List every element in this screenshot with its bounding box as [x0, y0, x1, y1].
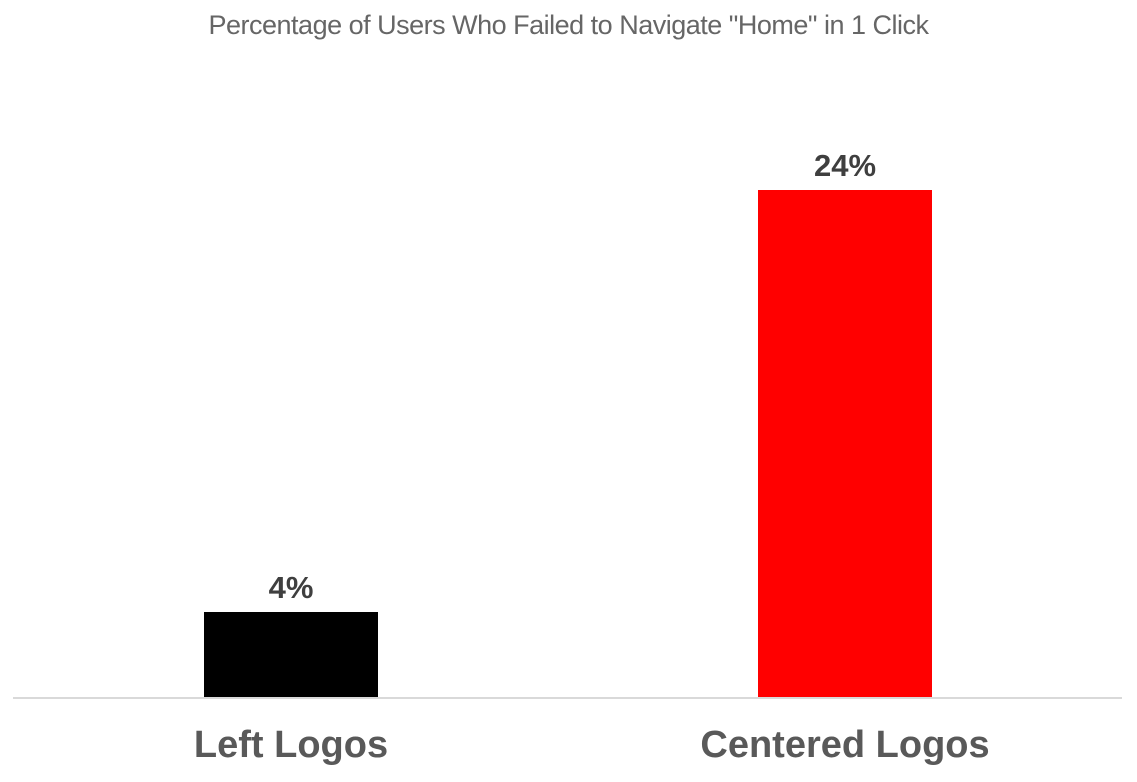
bar-group-left-logos: 4% — [204, 572, 378, 697]
chart-title: Percentage of Users Who Failed to Naviga… — [208, 10, 930, 40]
x-axis-line — [13, 697, 1122, 699]
category-label-centered-logos: Centered Logos — [700, 724, 990, 766]
value-label-centered-logos: 24% — [813, 148, 877, 183]
category-label-left-logos: Left Logos — [193, 724, 389, 766]
bar-group-centered-logos: 24% — [758, 150, 932, 697]
bar-left-logos — [204, 612, 378, 697]
value-label-left-logos: 4% — [268, 570, 314, 605]
bar-centered-logos — [758, 190, 932, 697]
